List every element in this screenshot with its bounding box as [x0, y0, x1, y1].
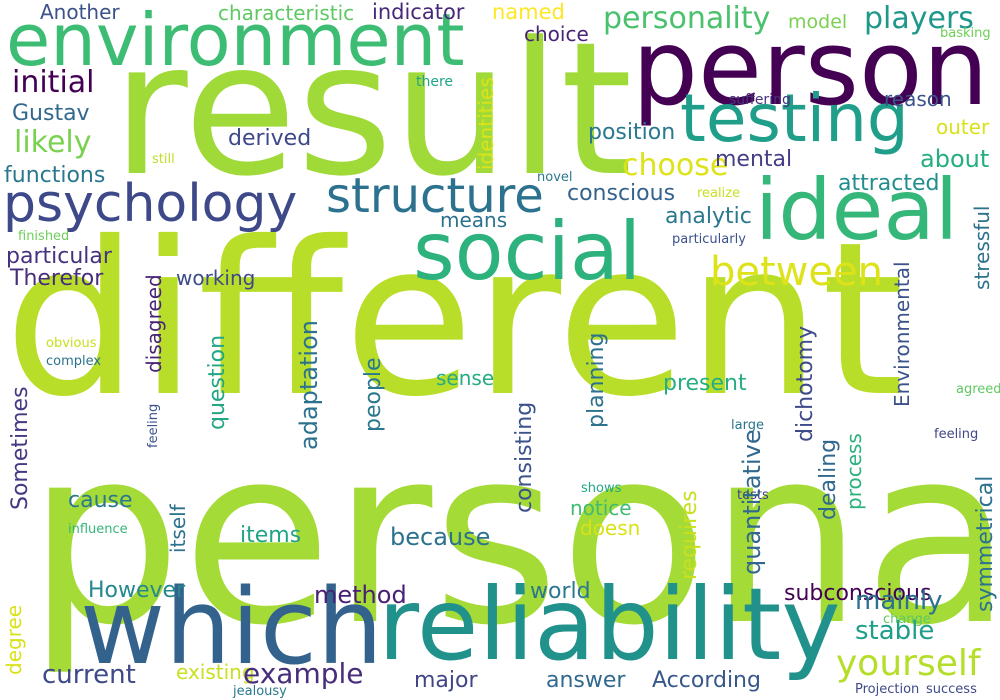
- word-finished: finished: [18, 229, 70, 244]
- word-complex: obvious: [46, 336, 97, 351]
- word-change: mainly: [855, 586, 943, 616]
- word-itself: quantitative: [738, 429, 766, 575]
- word-personality: personality: [603, 1, 771, 36]
- word-result: result: [112, 3, 633, 217]
- word-characteristic: characteristic: [218, 1, 355, 25]
- word-stable: subconscious: [784, 581, 932, 606]
- word-reliability: reliability: [378, 566, 841, 683]
- word-consisting: adaptation: [295, 320, 323, 450]
- word-feeling-rot: feeling: [146, 403, 161, 448]
- word-social: social: [413, 205, 642, 298]
- word-method: tests: [737, 488, 769, 503]
- word-example: current: [42, 660, 136, 690]
- word-ideal: ideal: [755, 161, 959, 259]
- word-large: agreed: [956, 382, 1000, 397]
- word-gustav: Gustav: [12, 101, 90, 126]
- word-existing: change: [883, 612, 931, 627]
- word-particular: particular: [6, 244, 112, 269]
- word-environmental: dealing: [816, 438, 841, 520]
- word-reason: reason: [884, 87, 952, 111]
- word-answer: example: [243, 657, 364, 690]
- word-according: major: [414, 668, 478, 693]
- word-position: position: [588, 120, 676, 145]
- word-cause: large: [731, 418, 764, 433]
- word-indicator: indicator: [372, 0, 465, 24]
- word-sense: working: [176, 266, 256, 290]
- word-world: However: [88, 578, 186, 603]
- word-notice: items: [240, 523, 302, 548]
- word-psychology: psychology: [3, 174, 298, 234]
- word-outer: outer: [936, 115, 990, 139]
- word-between: between: [710, 249, 883, 295]
- word-particularly: particularly: [672, 232, 746, 247]
- word-process: dichotomy: [793, 325, 818, 442]
- word-degree: Sometimes: [8, 386, 33, 510]
- word-there: there: [416, 74, 454, 90]
- word-attracted: attracted: [838, 171, 940, 196]
- word-which: which: [80, 566, 383, 688]
- word-players: players: [864, 1, 974, 36]
- word-dichotomy: consisting: [512, 401, 537, 513]
- word-tests: doesn: [580, 516, 641, 540]
- word-basking: basking: [940, 26, 991, 41]
- word-about: about: [920, 145, 990, 173]
- word-named: named: [492, 0, 565, 24]
- word-disagreed: Projection: [855, 682, 920, 697]
- word-structure: structure: [326, 168, 544, 224]
- word-model: model: [788, 11, 848, 33]
- word-stressful: process: [842, 433, 866, 510]
- word-derived: derived: [228, 126, 312, 151]
- word-choice: choice: [524, 22, 589, 46]
- word-different: different: [4, 196, 905, 443]
- word-success: jealousy: [233, 684, 287, 699]
- word-projection: According: [652, 668, 761, 693]
- word-influence: feeling: [934, 427, 979, 442]
- word-suffering: suffering: [729, 92, 791, 108]
- word-still: still: [152, 152, 175, 167]
- word-environment: environment: [6, 0, 465, 82]
- word-shows: notice: [570, 496, 632, 520]
- word-symmetrical: degree: [2, 604, 26, 675]
- word-subconscious: method: [314, 581, 407, 609]
- word-mainly: world: [530, 579, 591, 604]
- word-planning: people: [361, 357, 386, 432]
- word-realize: realize: [697, 186, 741, 201]
- word-initial: initial: [12, 65, 95, 100]
- word-dealing: planning: [584, 332, 609, 428]
- word-major: existing: [176, 660, 255, 684]
- word-persona: persona: [27, 395, 1000, 679]
- word-another: Another: [40, 0, 120, 24]
- word-identities: symmetrical: [973, 475, 998, 612]
- word-adaptation: disagreed: [142, 274, 166, 373]
- word-requires: Environmental: [890, 261, 914, 407]
- word-obvious: present: [663, 371, 747, 396]
- word-likely: likely: [14, 125, 92, 160]
- word-testing: testing: [680, 80, 909, 157]
- word-quantitative: requires: [677, 490, 702, 580]
- word-mental: mental: [715, 147, 793, 172]
- word-novel: novel: [537, 170, 573, 185]
- word-sometimes: itself: [166, 504, 190, 553]
- word-analytic: analytic: [665, 204, 752, 229]
- word-person: person: [632, 7, 989, 129]
- word-means: means: [440, 208, 508, 232]
- word-analyses: identities: [474, 77, 498, 170]
- word-conscious: conscious: [567, 181, 676, 206]
- word-people: question: [205, 334, 230, 430]
- word-current: stable: [855, 616, 935, 646]
- word-doesn: because: [390, 523, 491, 551]
- word-therefor: Therefor: [10, 266, 104, 291]
- word-question: success: [926, 682, 977, 697]
- word-items: cause: [68, 488, 133, 513]
- word-jealousy: answer: [546, 668, 626, 693]
- word-present: sense: [436, 366, 495, 390]
- word-because: influence: [68, 522, 128, 537]
- word-working: stressful: [970, 205, 994, 290]
- word-however: shows: [581, 481, 622, 496]
- word-choose: choose: [622, 148, 729, 183]
- word-agreed: complex: [46, 354, 102, 369]
- word-yourself: yourself: [836, 643, 981, 684]
- word-functions: functions: [4, 163, 106, 188]
